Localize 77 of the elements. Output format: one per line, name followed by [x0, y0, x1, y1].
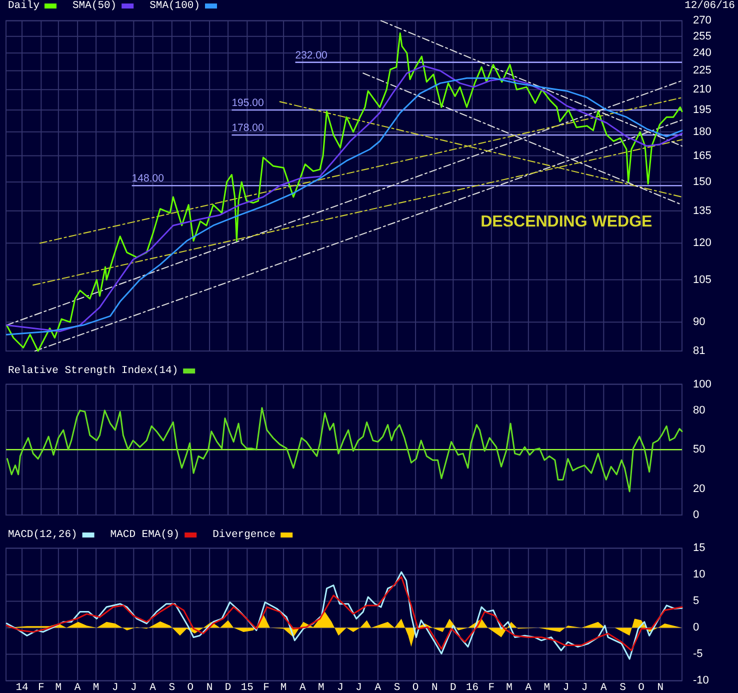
- x-tick-label: A: [150, 682, 157, 693]
- x-tick-label: N: [206, 682, 213, 693]
- ref-line-label: 195.00: [232, 96, 264, 109]
- ref-line-label: 178.00: [232, 122, 264, 134]
- x-tick-label: D: [224, 682, 232, 693]
- y-tick-label: 120: [693, 237, 712, 250]
- x-tick-label: S: [394, 682, 400, 693]
- x-tick-label: M: [318, 682, 324, 693]
- x-tick-label: O: [187, 682, 194, 693]
- legend-label: MACD(12,26): [8, 529, 78, 541]
- y-tick-label: 5: [693, 595, 700, 608]
- x-tick-label: A: [300, 682, 307, 693]
- y-tick-label: 0: [693, 509, 700, 521]
- x-tick-label: F: [488, 682, 495, 693]
- x-tick-label: J: [356, 682, 362, 693]
- x-tick-label: M: [506, 682, 512, 693]
- x-tick-label: J: [112, 682, 118, 693]
- y-tick-label: 105: [693, 274, 712, 286]
- y-tick-label: 225: [693, 64, 712, 77]
- x-tick-label: M: [92, 682, 100, 693]
- y-tick-label: 165: [693, 150, 712, 162]
- x-tick-label: A: [74, 682, 82, 693]
- x-tick-label: S: [168, 682, 176, 693]
- annotation: DESCENDING WEDGE: [480, 213, 653, 230]
- x-tick-label: N: [657, 682, 664, 693]
- x-tick-label: J: [337, 682, 344, 693]
- y-tick-label: 240: [693, 47, 712, 60]
- x-tick-label: D: [450, 682, 456, 693]
- y-tick-label: -10: [693, 674, 709, 687]
- y-tick-label: 210: [693, 84, 712, 96]
- x-tick-label: O: [638, 682, 644, 693]
- legend-label: Relative Strength Index(14): [8, 365, 178, 377]
- text: 12/06/16: [684, 0, 735, 12]
- x-tick-label: M: [55, 682, 62, 693]
- x-tick-label: F: [38, 682, 44, 693]
- y-tick-label: 150: [693, 176, 712, 188]
- line-series: [6, 407, 683, 492]
- line-series: [6, 576, 683, 652]
- y-tick-label: 255: [693, 30, 712, 42]
- legend-label: Divergence: [212, 529, 276, 541]
- x-tick-label: M: [544, 682, 550, 693]
- y-tick-label: 15: [693, 542, 706, 554]
- y-tick-label: 10: [693, 568, 706, 581]
- y-tick-label: 90: [693, 316, 706, 328]
- legend-label: MACD EMA(9): [110, 529, 180, 541]
- y-tick-label: 81: [693, 345, 706, 357]
- y-tick-label: 135: [693, 204, 712, 217]
- y-tick-label: 100: [693, 378, 712, 390]
- x-tick-label: A: [525, 682, 532, 693]
- y-tick-label: 180: [693, 126, 712, 138]
- x-tick-label: O: [412, 682, 419, 693]
- legend-label: SMA(100): [150, 0, 200, 12]
- x-tick-label: J: [562, 682, 570, 693]
- ref-line-label: 232.00: [295, 49, 328, 62]
- x-tick-label: A: [374, 682, 382, 693]
- x-tick-label: 15: [240, 682, 254, 693]
- x-tick-label: M: [280, 682, 287, 693]
- x-tick-label: 14: [16, 682, 28, 693]
- x-tick-label: A: [600, 682, 608, 693]
- legend-label: SMA(50): [72, 0, 117, 12]
- y-tick-label: -5: [693, 648, 703, 660]
- y-tick-label: 20: [693, 482, 706, 495]
- y-tick-label: 80: [693, 404, 706, 416]
- y-tick-label: 0: [693, 622, 700, 634]
- x-tick-label: F: [263, 682, 270, 693]
- legend-label: Daily: [8, 0, 40, 12]
- x-tick-label: S: [620, 682, 626, 693]
- line-series: [6, 571, 683, 660]
- x-tick-label: 16: [466, 682, 479, 693]
- x-tick-label: J: [130, 682, 137, 693]
- y-tick-label: 195: [693, 104, 712, 116]
- y-tick-label: 50: [693, 444, 706, 456]
- x-tick-label: N: [432, 682, 438, 693]
- y-tick-label: 270: [693, 14, 712, 27]
- line-series: [6, 32, 683, 352]
- ref-line-label: 148.00: [132, 172, 164, 185]
- x-tick-label: J: [581, 682, 588, 693]
